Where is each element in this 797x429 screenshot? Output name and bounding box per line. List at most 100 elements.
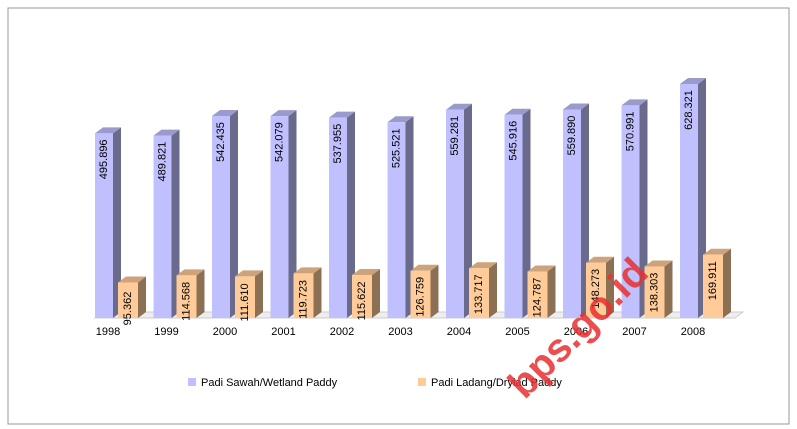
bar-top [270, 110, 297, 117]
x-tick-label: 2000 [213, 326, 237, 338]
x-tick-label: 2002 [330, 326, 354, 338]
bar [329, 111, 355, 318]
bar-side [372, 268, 380, 318]
value-label: 138.303 [648, 273, 660, 313]
value-label: 537.955 [332, 124, 344, 164]
x-tick-label: 2001 [271, 326, 295, 338]
bar-top [410, 264, 439, 271]
bar [586, 256, 614, 318]
bar-side [113, 127, 121, 318]
bar-front [176, 275, 197, 318]
x-tick-label: 1998 [96, 326, 120, 338]
bar-side [489, 262, 497, 318]
value-label: 489.821 [156, 142, 168, 182]
bar [153, 129, 180, 318]
legend-label: Padi Sawah/Wetland Paddy [201, 377, 338, 389]
bar-side [430, 264, 439, 318]
bar-side [664, 260, 673, 318]
bar-top [621, 99, 648, 106]
bar-side [547, 265, 556, 318]
x-tick-label: 2007 [622, 326, 646, 338]
bar-side [288, 110, 297, 318]
value-label: 119.723 [297, 280, 309, 319]
bar-side [230, 109, 238, 319]
value-label: 628.321 [683, 90, 695, 130]
legend-label: Padi Ladang/Drylad Paddy [431, 377, 562, 389]
bar-front [212, 115, 230, 319]
bar-side [255, 270, 263, 318]
value-label: 133.717 [473, 274, 485, 314]
bar-side [464, 103, 472, 319]
legend-swatch [418, 378, 426, 386]
bar-front [469, 268, 489, 318]
bar-side [138, 276, 146, 318]
bar-top [293, 267, 322, 274]
x-tick-label: 2004 [447, 326, 471, 338]
value-label: 559.890 [566, 116, 578, 156]
bar-side [196, 269, 205, 318]
value-label: 148.273 [590, 269, 602, 309]
bar [621, 99, 648, 319]
bar-top [680, 78, 706, 84]
x-tick-label: 2006 [564, 326, 588, 338]
bar [176, 269, 205, 318]
bar-top [352, 268, 380, 275]
bar [118, 276, 146, 318]
bar [235, 270, 263, 318]
value-label: 559.281 [449, 116, 461, 156]
bar [293, 267, 322, 318]
bar-top [387, 116, 414, 123]
bar-front [527, 271, 548, 318]
bar-front [644, 266, 665, 318]
bar [469, 262, 497, 318]
bar-front [118, 282, 138, 318]
bar-top [586, 256, 614, 263]
value-label: 525.521 [390, 128, 402, 168]
bar-top [329, 111, 355, 118]
bar-side [723, 248, 731, 318]
value-label: 570.991 [624, 111, 636, 151]
bar-front [95, 133, 113, 318]
bar-top [118, 276, 146, 283]
value-label: 95.362 [122, 292, 134, 326]
bar [527, 265, 556, 318]
value-label: 545.916 [507, 121, 519, 161]
bar-top [563, 103, 589, 110]
bar-front [504, 114, 523, 318]
x-tick-label: 2003 [388, 326, 412, 338]
value-label: 542.435 [215, 122, 227, 162]
bar-side [313, 267, 322, 318]
x-tick-label: 2005 [505, 326, 529, 338]
bar-side [405, 116, 414, 319]
bar-front [680, 84, 698, 318]
bar-front [293, 273, 314, 318]
bar-top [446, 103, 472, 110]
x-tick-label: 1999 [154, 326, 178, 338]
value-label: 114.568 [180, 282, 192, 321]
legend-swatch [188, 378, 196, 386]
bar-side [522, 108, 531, 318]
bar [270, 110, 297, 318]
bar-front [586, 262, 606, 318]
bar-front [563, 109, 581, 319]
bar-front [410, 270, 431, 318]
bar-top [504, 108, 531, 115]
value-label: 542.079 [273, 122, 285, 162]
bar-top [644, 260, 673, 267]
bar-front [703, 254, 723, 318]
value-label: 169.911 [707, 261, 719, 300]
bar-front [153, 135, 172, 318]
bar-front [235, 276, 255, 318]
bar [703, 248, 731, 318]
bar [212, 109, 238, 319]
bar-front [270, 116, 289, 318]
bar [95, 127, 121, 318]
bar [446, 103, 472, 319]
value-label: 111.610 [239, 283, 251, 321]
bar [504, 108, 531, 318]
bar-side [347, 111, 355, 318]
bar-front [329, 117, 347, 318]
value-label: 115.622 [356, 281, 368, 320]
bar-front [387, 122, 406, 319]
